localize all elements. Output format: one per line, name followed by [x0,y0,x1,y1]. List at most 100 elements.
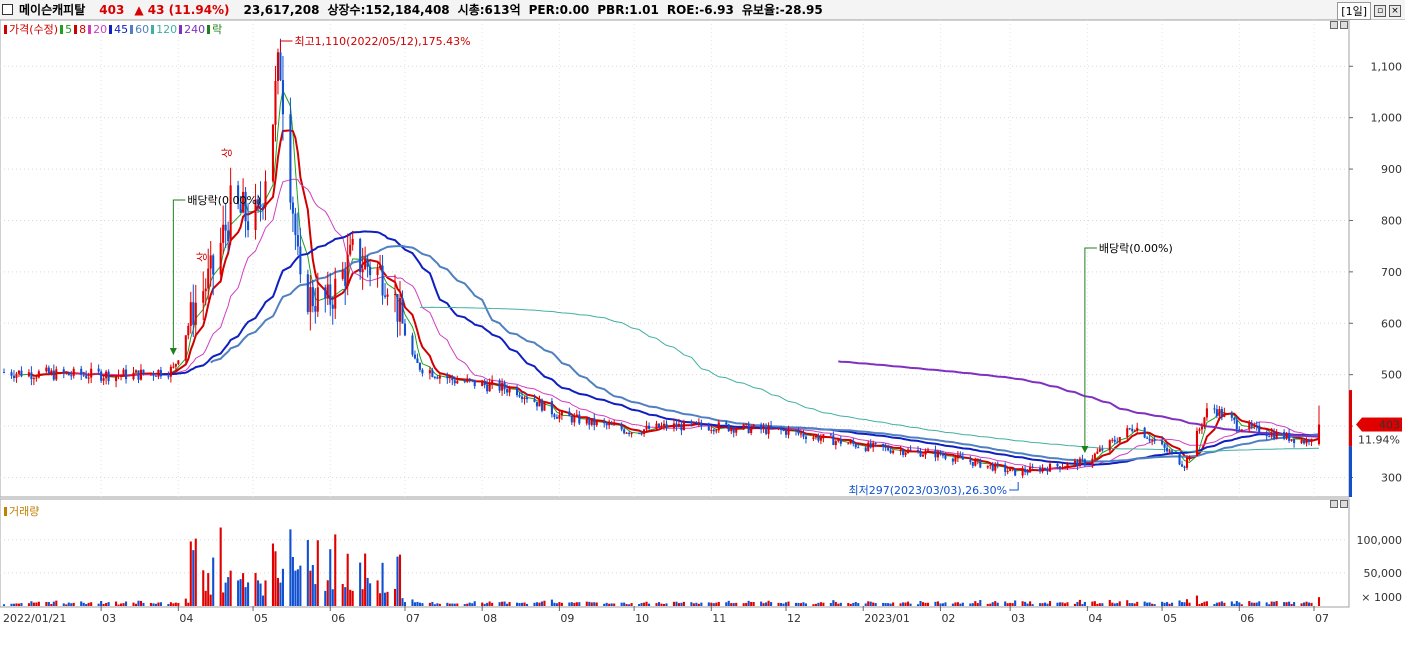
price-tick-label: 1,000 [1371,112,1403,125]
candle-body [750,428,753,434]
volume-bar [765,602,768,606]
chart-annotations: 최고1,110(2022/05/12),175.43% 최저297(2023/03… [169,35,1173,497]
candle-body [834,441,837,445]
volume-bar [446,602,449,606]
candle-body [847,443,850,445]
volume-bar [730,603,733,606]
period-button[interactable]: [1일] [1337,2,1371,20]
volume-bar [12,603,16,606]
volume-bar [229,570,232,606]
volume-bar [692,603,695,606]
candle-body [697,422,700,424]
stock-name[interactable]: 메이슨캐피탈 [19,3,86,17]
candle-body [1235,420,1238,430]
candle-body [222,224,225,243]
dividend-arrow [169,347,177,356]
candle-body [765,427,768,434]
candle-body [117,375,120,377]
candle-body [428,370,431,374]
legend-item[interactable]: 60 [130,21,149,37]
legend-item[interactable]: 8 [74,21,86,37]
candle-body [852,441,855,444]
volume-bar [1198,604,1201,606]
candle-body [132,372,135,380]
volume-bar [359,562,362,606]
volume-bar [867,601,870,606]
market-cap: 시총:613억 [457,3,521,17]
panel-minimize-icon[interactable] [1330,21,1338,29]
candle-body [623,429,626,434]
volume-bar [1171,602,1174,606]
last-price-pointer [1356,417,1362,432]
restore-icon[interactable]: ▫ [1374,5,1386,17]
volume-bar [396,556,399,606]
volume-bar [1056,602,1059,606]
candle-body [974,460,977,466]
candle-body [62,369,65,374]
volume-bar [1273,601,1276,606]
volume-bar [575,602,578,606]
volume-bar [1136,601,1139,606]
date-tick-label: 04 [1088,612,1102,625]
candle-body [1093,453,1096,459]
legend-item[interactable]: 120 [151,21,177,37]
candle-body [1151,439,1154,441]
volume-bar [889,603,892,606]
volume-bar [814,603,817,606]
candle-body [364,258,367,270]
candle-body [448,376,451,379]
candle-body [1113,439,1116,442]
day-range-bar [1349,446,1352,497]
legend-item[interactable]: 20 [88,21,107,37]
volume-bar [869,601,872,606]
candle-body [471,379,474,381]
volume-bar [187,602,190,606]
volume-bar [244,587,247,606]
candle-body [30,372,33,380]
legend-item[interactable]: 락 [207,21,222,37]
candle-body [1061,467,1064,469]
select-checkbox[interactable] [2,4,13,15]
volume-bar [924,602,927,606]
volume-bar [97,603,100,606]
high-annotation: 최고1,110(2022/05/12),175.43% [294,35,470,48]
volume-panel-minimize-icon[interactable] [1330,500,1338,508]
volume-bar [829,603,832,606]
volume-bar [752,601,755,606]
legend-item[interactable]: 가격(수정) [4,21,58,37]
candle-body [603,421,606,424]
current-price: 403 [99,2,125,17]
volume-bar [506,603,509,606]
candle-body [994,463,997,471]
candle-body [212,255,215,275]
candle-body [294,213,297,235]
volume-bar [1230,601,1233,606]
candle-body [1101,448,1104,451]
candle-body [516,387,519,396]
candle-body [1043,467,1047,470]
volume-panel-maximize-icon[interactable] [1340,500,1348,508]
panel-maximize-icon[interactable] [1340,21,1348,29]
volume-bar [393,588,397,606]
volume-bar [334,534,337,606]
legend-item[interactable]: 45 [109,21,128,37]
candle-body [712,429,715,432]
volume-bar [72,602,75,606]
ma-8-line [31,129,1320,473]
candle-body [610,423,613,426]
legend-swatch [109,24,113,34]
candle-body [281,80,284,115]
volume-bar [887,603,890,606]
close-icon[interactable]: × [1389,5,1401,17]
legend-item[interactable]: 240 [179,21,205,37]
candle-body [451,376,454,381]
price-legend: 가격(수정) 5 8 20 45 60 120 240 락 [4,21,222,37]
volume-bar [907,601,910,606]
candle-body [1205,408,1208,418]
last-price-tag: 403 11.94% [1349,390,1402,497]
candle-body [1258,425,1261,434]
volume-bar [50,603,53,606]
volume-bar [177,603,180,606]
grid [0,20,1349,574]
legend-item[interactable]: 5 [60,21,72,37]
